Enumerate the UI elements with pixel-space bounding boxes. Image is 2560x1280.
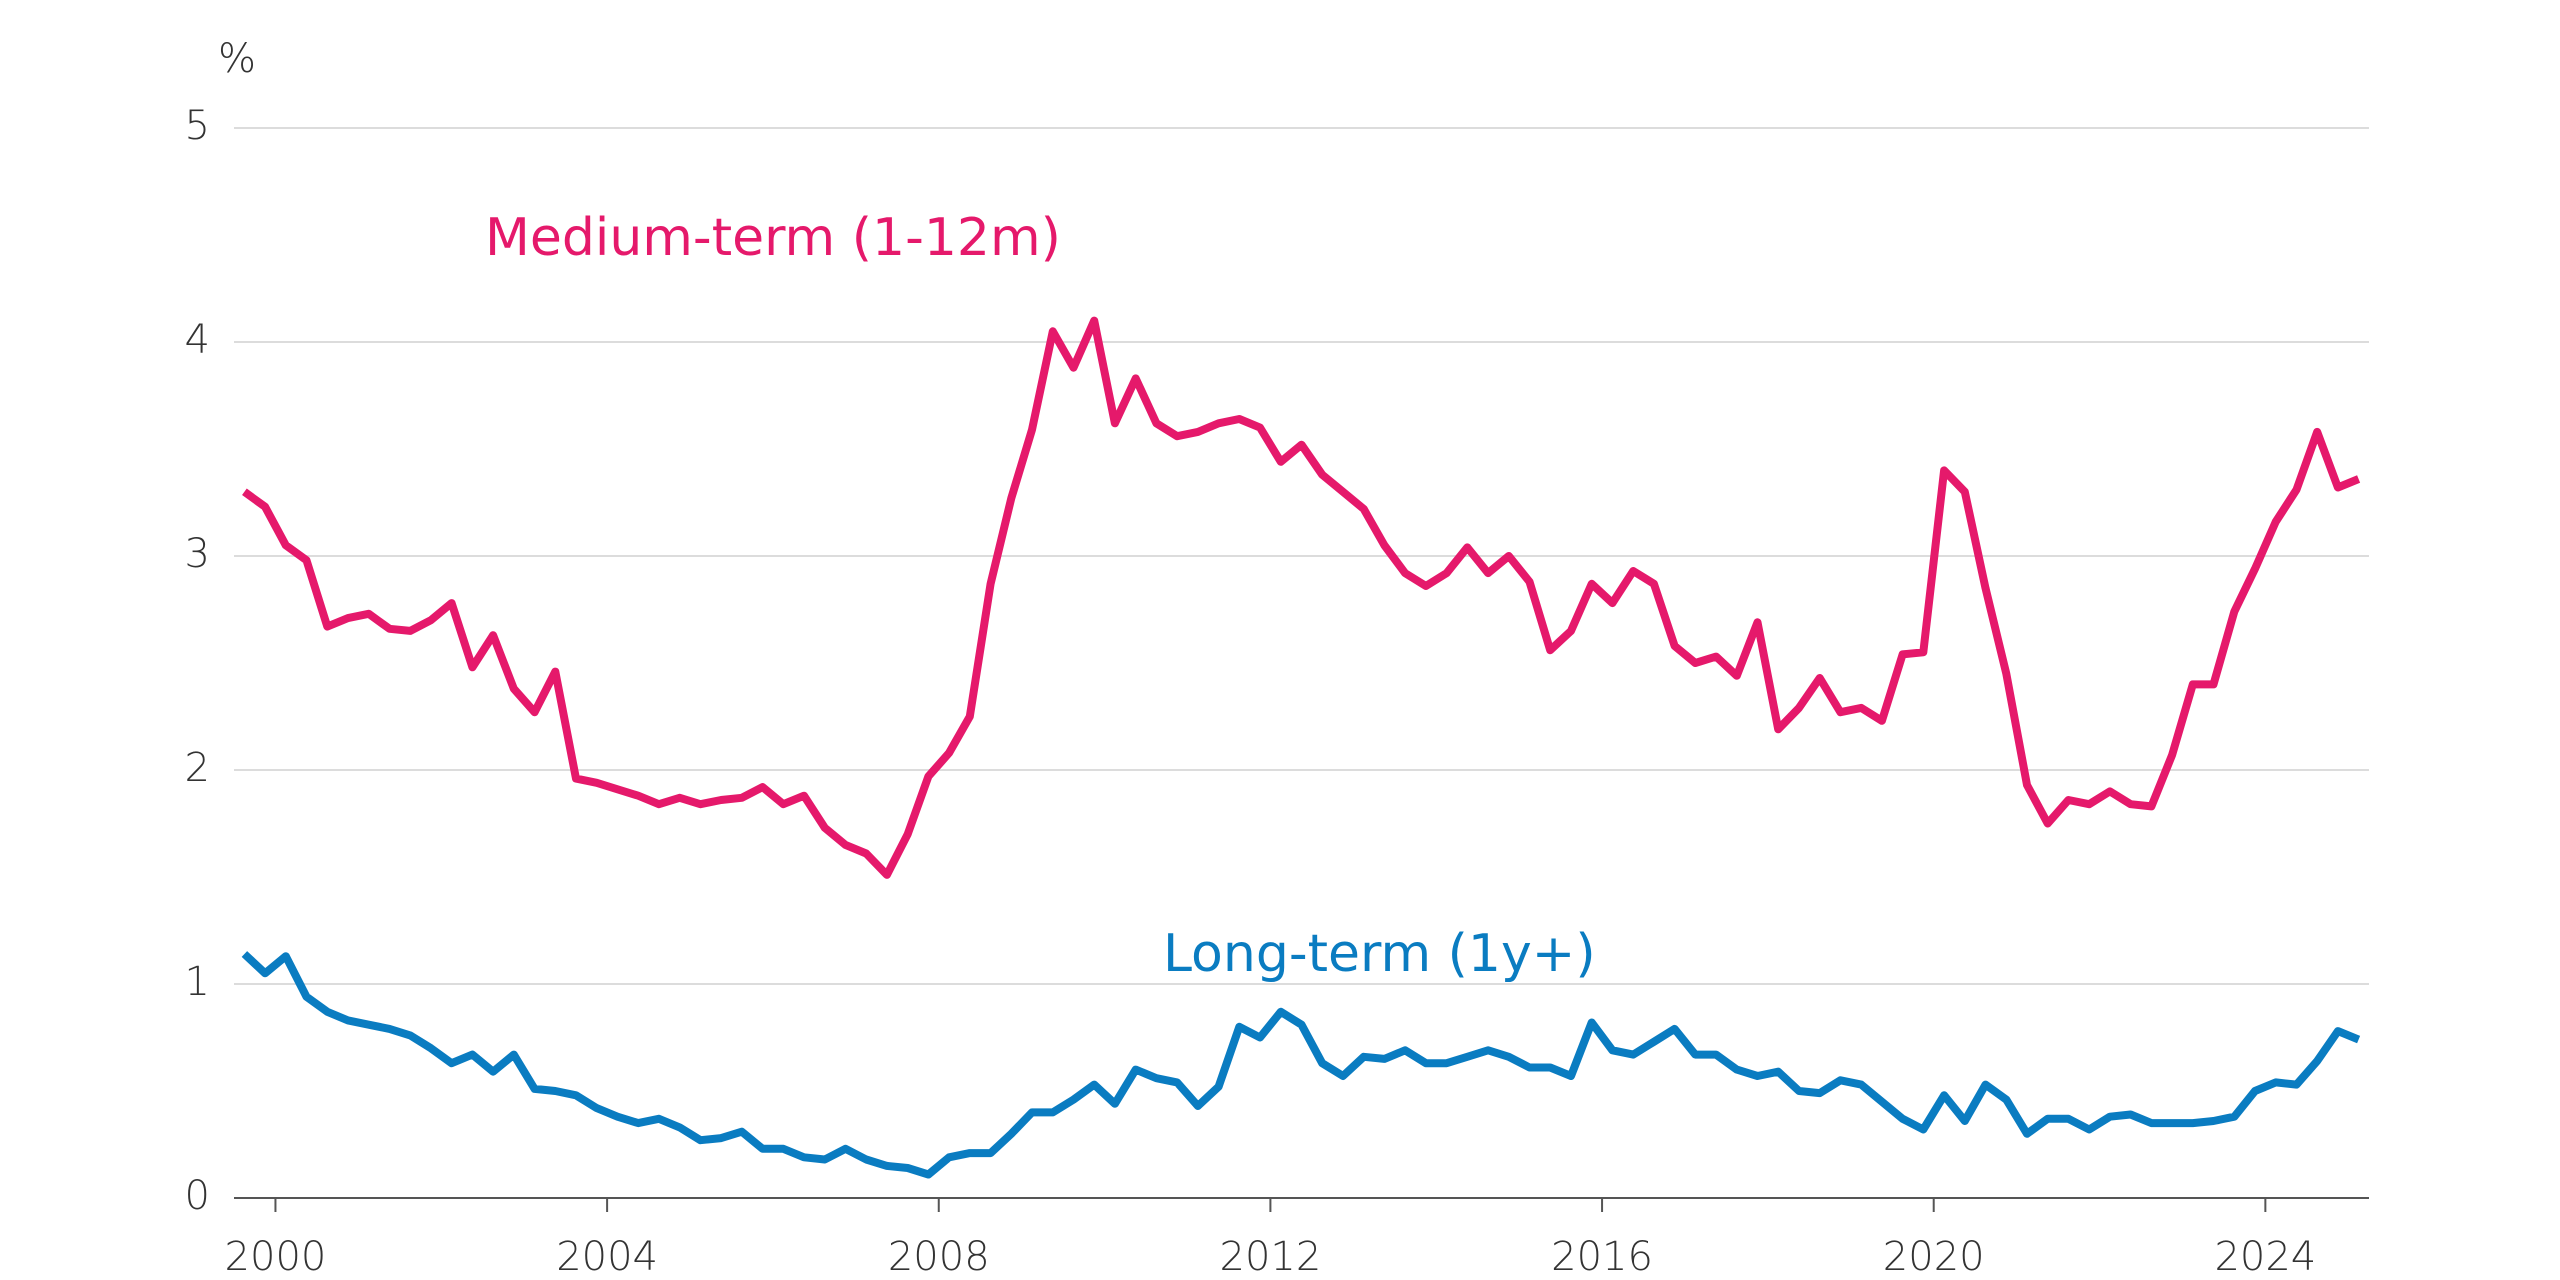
y-tick-label: 2	[185, 745, 210, 791]
series-line	[242, 316, 2361, 879]
x-tick-label: 2024	[2214, 1234, 2316, 1280]
x-tick-label: 2020	[1883, 1234, 1985, 1280]
x-tick-label: 2000	[225, 1234, 327, 1280]
x-tick-label: 2004	[556, 1234, 658, 1280]
y-tick-label: 5	[185, 103, 210, 149]
x-tick-label: 2008	[888, 1234, 990, 1280]
series-line	[241, 951, 2361, 1179]
y-tick-label: 1	[185, 959, 210, 1005]
y-axis-label: %	[218, 36, 256, 82]
y-tick-label: 0	[185, 1173, 210, 1219]
series-label: Medium-term (1-12m)	[485, 208, 1061, 268]
y-tick-label: 4	[185, 317, 210, 363]
y-tick-label: 3	[185, 531, 210, 577]
x-tick-label: 2016	[1551, 1234, 1653, 1280]
series-label: Long-term (1y+)	[1163, 924, 1596, 984]
x-tick-label: 2012	[1220, 1234, 1322, 1280]
